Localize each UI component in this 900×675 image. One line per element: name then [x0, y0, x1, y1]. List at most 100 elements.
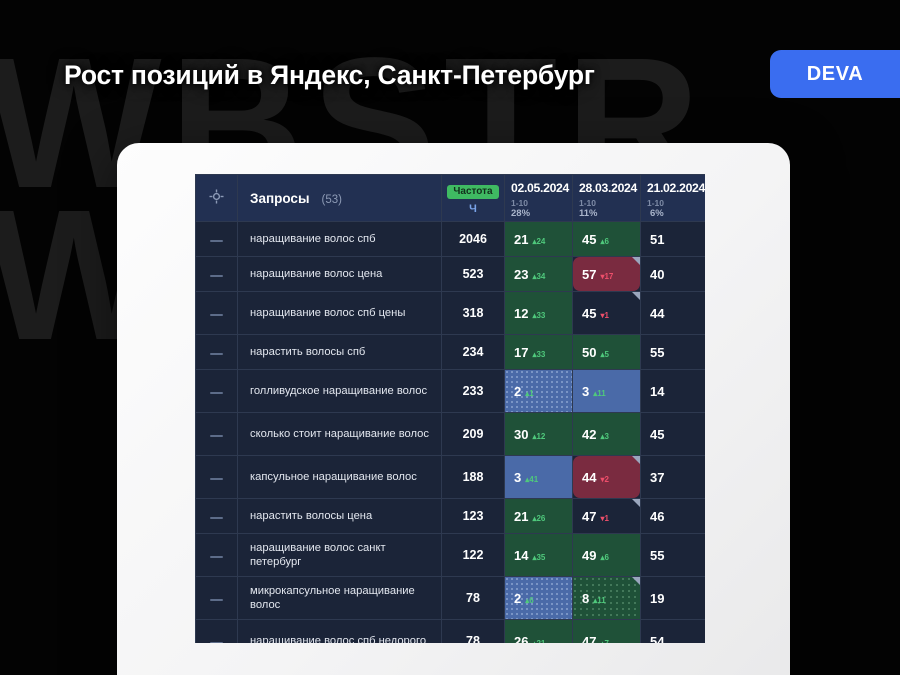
row-pin-cell[interactable]: [195, 256, 238, 292]
brand-badge-deva[interactable]: DEVA: [770, 50, 900, 98]
dash-icon: [210, 353, 223, 355]
position-cell[interactable]: 42 ▴3: [572, 412, 641, 456]
date-range: 1-10: [579, 197, 597, 208]
position-cell[interactable]: 46: [640, 498, 705, 534]
frequency-cell: 233: [441, 369, 505, 413]
table-row[interactable]: наращивание волос спб цены 318 12 ▴33 45 ▾1 44: [195, 291, 705, 335]
position-cell-content: 23 ▴34: [505, 267, 572, 282]
row-pin-cell[interactable]: [195, 498, 238, 534]
table-row[interactable]: наращивание волос спб 2046 21 ▴24 45 ▴6 51: [195, 221, 705, 257]
query-cell[interactable]: микрокапсульное наращивание волос: [237, 576, 442, 620]
position-delta: ▴12: [532, 431, 546, 441]
position-cell-fill: [505, 499, 572, 533]
position-cell[interactable]: 21 ▴26: [504, 498, 573, 534]
row-pin-cell[interactable]: [195, 369, 238, 413]
query-cell[interactable]: сколько стоит наращивание волос: [237, 412, 442, 456]
position-cell-content: 14: [641, 384, 705, 399]
position-cell[interactable]: 8 ▴11: [572, 576, 641, 620]
row-pin-cell[interactable]: [195, 221, 238, 257]
query-cell[interactable]: наращивание волос спб цены: [237, 291, 442, 335]
position-cell[interactable]: 47 ▾1: [572, 498, 641, 534]
query-cell[interactable]: нарастить волосы цена: [237, 498, 442, 534]
date-column-header-0[interactable]: 02.05.2024 1-10 28%: [504, 174, 573, 222]
query-cell[interactable]: наращивание волос санкт петербург: [237, 533, 442, 577]
position-delta: ▴1: [525, 388, 534, 398]
position-cell[interactable]: 50 ▴5: [572, 334, 641, 370]
table-row[interactable]: сколько стоит наращивание волос 209 30 ▴12 4…: [195, 412, 705, 456]
cell-corner-marker-icon: [632, 292, 640, 300]
position-cell[interactable]: 57 ▾17: [572, 256, 641, 292]
query-cell[interactable]: наращивание волос спб: [237, 221, 442, 257]
position-cell-content: 44 ▾2: [573, 470, 640, 485]
row-pin-cell[interactable]: [195, 619, 238, 643]
position-cell[interactable]: 30 ▴12: [504, 412, 573, 456]
query-count: (53): [321, 193, 342, 206]
position-cell[interactable]: 51: [640, 221, 705, 257]
row-pin-cell[interactable]: [195, 412, 238, 456]
position-cell[interactable]: 37: [640, 455, 705, 499]
position-cell[interactable]: 55: [640, 533, 705, 577]
position-cell[interactable]: 3 ▴41: [504, 455, 573, 499]
position-cell[interactable]: 49 ▴6: [572, 533, 641, 577]
position-cell[interactable]: 45: [640, 412, 705, 456]
frequency-cell: 78: [441, 619, 505, 643]
table-row[interactable]: микрокапсульное наращивание волос 78 2 ▴6 8 ▴…: [195, 576, 705, 620]
position-cell[interactable]: 3 ▴11: [572, 369, 641, 413]
position-cell[interactable]: 26 ▴21: [504, 619, 573, 643]
position-cell[interactable]: 21 ▴24: [504, 221, 573, 257]
position-value: 57: [582, 266, 597, 282]
position-cell-content: 51: [641, 232, 705, 247]
query-cell[interactable]: капсульное наращивание волос: [237, 455, 442, 499]
position-cell-content: 46: [641, 509, 705, 524]
position-value: 46: [650, 508, 665, 524]
position-cell[interactable]: 2 ▴1: [504, 369, 573, 413]
frequency-cell: 234: [441, 334, 505, 370]
frequency-unit: Ч: [469, 203, 477, 216]
position-cell[interactable]: 23 ▴34: [504, 256, 573, 292]
position-cell[interactable]: 12 ▴33: [504, 291, 573, 335]
query-cell[interactable]: голливудское наращивание волос: [237, 369, 442, 413]
position-cell[interactable]: 54: [640, 619, 705, 643]
position-delta: ▴26: [532, 513, 546, 523]
date-column-header-2[interactable]: 21.02.2024 1-10 6%: [640, 174, 705, 222]
position-cell[interactable]: 17 ▴33: [504, 334, 573, 370]
row-pin-cell[interactable]: [195, 334, 238, 370]
position-cell[interactable]: 44: [640, 291, 705, 335]
position-cell[interactable]: 19: [640, 576, 705, 620]
table-row[interactable]: голливудское наращивание волос 233 2 ▴1 3 ▴11…: [195, 369, 705, 413]
query-column-header[interactable]: Запросы (53): [237, 174, 442, 222]
table-row[interactable]: нарастить волосы спб 234 17 ▴33 50 ▴5 55: [195, 334, 705, 370]
frequency-cell: 188: [441, 455, 505, 499]
table-row[interactable]: наращивание волос спб недорого 78 26 ▴21 47 ▴…: [195, 619, 705, 643]
position-delta: ▾1: [600, 513, 609, 523]
table-row[interactable]: наращивание волос цена 523 23 ▴34 57 ▾17 40: [195, 256, 705, 292]
position-value: 8: [582, 590, 590, 606]
position-cell[interactable]: 47 ▴7: [572, 619, 641, 643]
query-cell[interactable]: нарастить волосы спб: [237, 334, 442, 370]
positions-table-viewport[interactable]: Запросы (53) Частота Ч 02.05.2024 1-10 2…: [195, 174, 705, 643]
row-pin-cell[interactable]: [195, 533, 238, 577]
position-cell[interactable]: 55: [640, 334, 705, 370]
pin-column-header[interactable]: [195, 174, 238, 222]
row-pin-cell[interactable]: [195, 455, 238, 499]
position-value: 45: [582, 231, 597, 247]
position-cell[interactable]: 44 ▾2: [572, 455, 641, 499]
position-delta: ▾1: [600, 310, 609, 320]
position-value: 40: [650, 266, 665, 282]
position-cell[interactable]: 14: [640, 369, 705, 413]
query-cell[interactable]: наращивание волос спб недорого: [237, 619, 442, 643]
table-row[interactable]: нарастить волосы цена 123 21 ▴26 47 ▾1 46: [195, 498, 705, 534]
row-pin-cell[interactable]: [195, 291, 238, 335]
table-row[interactable]: капсульное наращивание волос 188 3 ▴41 44 ▾2 3…: [195, 455, 705, 499]
position-cell[interactable]: 2 ▴6: [504, 576, 573, 620]
position-cell-content: 57 ▾17: [573, 267, 640, 282]
row-pin-cell[interactable]: [195, 576, 238, 620]
query-cell[interactable]: наращивание волос цена: [237, 256, 442, 292]
position-cell[interactable]: 40: [640, 256, 705, 292]
frequency-column-header[interactable]: Частота Ч: [441, 174, 505, 222]
position-cell[interactable]: 45 ▴6: [572, 221, 641, 257]
date-column-header-1[interactable]: 28.03.2024 1-10 11%: [572, 174, 641, 222]
position-cell[interactable]: 45 ▾1: [572, 291, 641, 335]
table-row[interactable]: наращивание волос санкт петербург 122 14 ▴3…: [195, 533, 705, 577]
position-cell[interactable]: 14 ▴35: [504, 533, 573, 577]
